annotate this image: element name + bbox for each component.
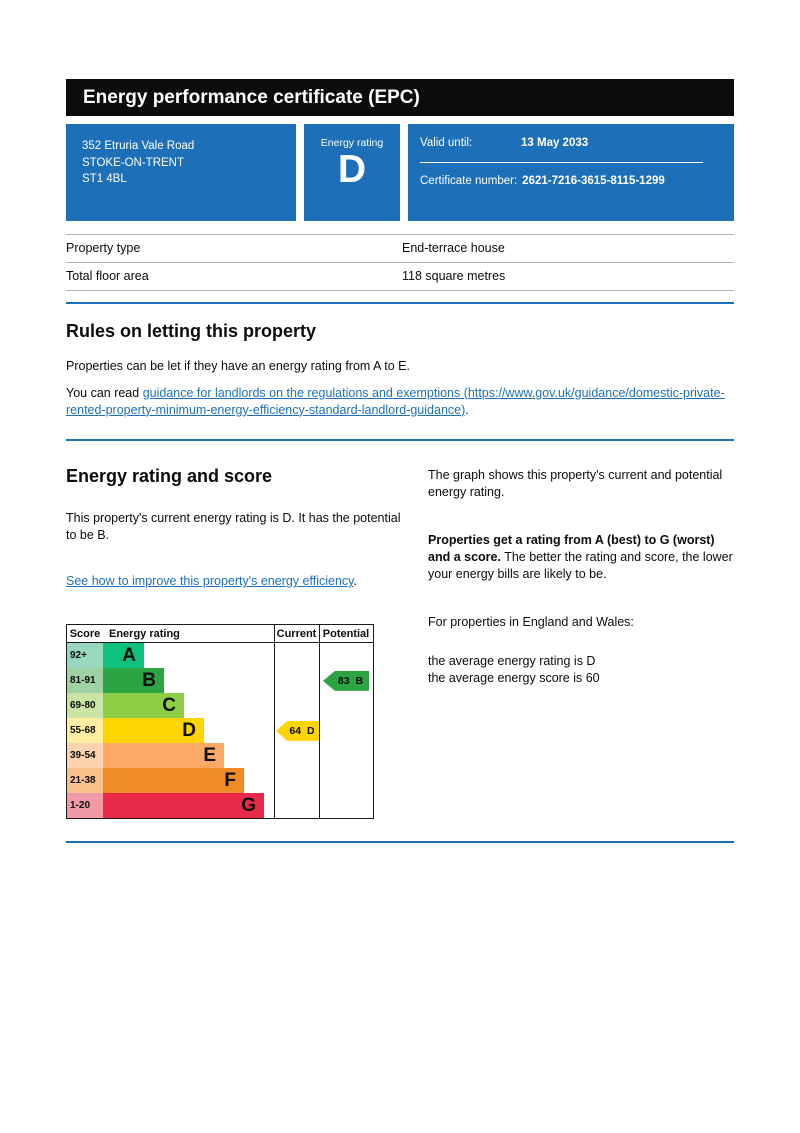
row-value: End-terrace house [402, 241, 505, 255]
score-range-cell: 39-54 [67, 743, 103, 769]
energy-rating-box: Energy rating D [304, 124, 400, 221]
rules-intro-text: Properties can be let if they have an en… [66, 358, 410, 373]
rating-left-column: Energy rating and score This property's … [66, 441, 410, 820]
band-bar-c: C [103, 693, 184, 719]
rules-guidance-text: You can read guidance for landlords on t… [66, 385, 734, 419]
band-bar-g: G [103, 793, 264, 819]
score-range-cell: 21-38 [67, 768, 103, 794]
potential-rating-arrow-band-letter: B [355, 674, 364, 687]
epc-band-row-b: 81-91 B [67, 668, 373, 694]
row-value: 118 square metres [402, 269, 506, 283]
epc-band-row-c: 69-80 C [67, 693, 373, 719]
rating-right-column: The graph shows this property's current … [428, 441, 734, 820]
graph-intro-text: The graph shows this property's current … [428, 467, 723, 499]
rating-explanation-text: Properties get a rating from A (best) to… [428, 532, 734, 583]
current-rating-arrow-band-letter: D [307, 724, 315, 737]
current-column-border [274, 625, 275, 819]
valid-until-value: 13 May 2033 [521, 137, 589, 149]
page-title: Energy performance certificate (EPC) [83, 86, 420, 108]
guidance-prefix: You can read [66, 385, 143, 400]
rules-heading: Rules on letting this property [66, 321, 317, 341]
current-rating-arrow: 64 D [276, 720, 319, 741]
current-rating-arrow-score: 64 [289, 724, 302, 737]
potential-rating-arrow-score: 83 [337, 674, 350, 687]
section-divider [66, 438, 734, 441]
row-label: Total floor area [66, 269, 149, 283]
score-range-cell: 1-20 [67, 793, 103, 819]
band-bar-a: A [103, 643, 144, 669]
address-line-3: ST1 4BL [82, 173, 127, 186]
certificate-title-bar: Energy performance certificate (EPC) [66, 79, 734, 116]
epc-band-row-d: 55-68 D [67, 718, 373, 744]
england-wales-text: For properties in England and Wales: [428, 614, 634, 629]
epc-band-row-e: 39-54 E [67, 743, 373, 769]
epc-rating-graph: Score Energy rating Current Potential 92… [66, 624, 374, 820]
certificate-number-value: 2621-7216-3615-8115-1299 [522, 175, 665, 187]
table-row-floor-area: Total floor area 118 square metres [66, 262, 734, 291]
address-line-2: STOKE-ON-TRENT [82, 156, 185, 169]
score-range-cell: 81-91 [67, 668, 103, 694]
section-divider [66, 841, 734, 844]
score-column-header: Score [69, 627, 101, 640]
band-bar-d: D [103, 718, 204, 744]
improve-text: See how to improve this property's energ… [66, 573, 410, 590]
improve-efficiency-link[interactable]: See how to improve this property's energ… [66, 574, 354, 589]
score-range-cell: 69-80 [67, 693, 103, 719]
property-address-box: 352 Etruria Vale Road STOKE-ON-TRENT ST1… [66, 124, 296, 221]
potential-column-border [319, 625, 320, 819]
valid-until-label: Valid until: [420, 137, 473, 149]
rating-heading: Energy rating and score [66, 465, 273, 486]
band-bar-b: B [103, 668, 164, 694]
energy-rating-column-header: Energy rating [109, 627, 180, 640]
potential-column-header: Potential [322, 627, 370, 640]
average-score-line: the average energy score is 60 [428, 670, 600, 685]
property-facts-table: Property type End-terrace house Total fl… [66, 234, 734, 291]
average-rating-line: the average energy rating is D [428, 653, 596, 668]
epc-band-row-a: 92+ A [67, 643, 373, 669]
score-range-cell: 55-68 [67, 718, 103, 744]
average-rating-text: the average energy rating is D the avera… [428, 653, 734, 687]
current-rating-text: This property's current energy rating is… [66, 511, 401, 543]
table-row-property-type: Property type End-terrace house [66, 234, 734, 262]
band-bar-f: F [103, 768, 244, 794]
band-bar-e: E [103, 743, 224, 769]
validity-box: Valid until: 13 May 2033 Certificate num… [408, 124, 734, 221]
potential-rating-arrow: 83 B [323, 670, 369, 691]
certificate-number-label: Certificate number: [420, 175, 518, 187]
explanation-rest: The better the rating and score, the low… [428, 549, 733, 581]
explanation-bold: Properties get a rating from A (best) to… [428, 532, 715, 564]
epc-document-page: Energy performance certificate (EPC) 352… [66, 0, 734, 844]
epc-graph-header: Score Energy rating Current Potential [67, 625, 373, 644]
row-label: Property type [66, 241, 141, 255]
landlord-guidance-link[interactable]: guidance for landlords on the regulation… [66, 385, 725, 417]
energy-rating-letter: D [337, 148, 367, 191]
epc-band-row-f: 21-38 F [67, 768, 373, 794]
epc-band-row-g: 1-20 G [67, 793, 373, 819]
validity-divider [420, 162, 703, 163]
certificate-summary-boxes: 352 Etruria Vale Road STOKE-ON-TRENT ST1… [66, 124, 734, 221]
address-line-1: 352 Etruria Vale Road [82, 140, 195, 152]
improve-suffix: . [353, 574, 357, 589]
energy-rating-label: Energy rating [320, 137, 384, 149]
current-column-header: Current [276, 627, 317, 640]
section-divider [66, 302, 734, 304]
energy-rating-section: Energy rating and score This property's … [66, 441, 734, 820]
epc-graph-bands: 92+ A 81-91 B 69-80 C 55-68 D 39-54 E 21-38 F 1-20 G 6… [67, 643, 373, 819]
guidance-suffix: . [465, 402, 469, 417]
score-range-cell: 92+ [67, 643, 103, 669]
